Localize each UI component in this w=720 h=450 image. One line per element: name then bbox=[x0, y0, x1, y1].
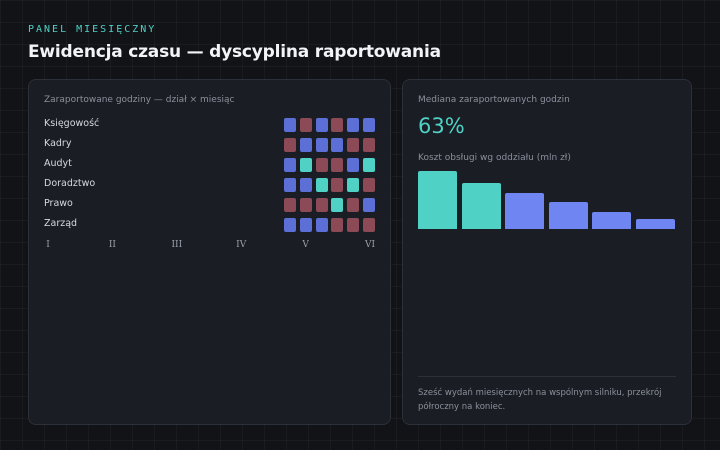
bar bbox=[418, 171, 457, 229]
heatmap-cell bbox=[331, 158, 344, 172]
bar-chart-title: Koszt obsługi wg oddziału (mln zł) bbox=[418, 153, 571, 163]
heatmap-cell bbox=[331, 178, 344, 192]
heatmap-cell bbox=[284, 118, 296, 132]
heatmap-row-label: Doradztwo bbox=[44, 178, 96, 189]
heatmap-cell bbox=[347, 138, 360, 152]
heatmap-row-label: Zarząd bbox=[44, 218, 78, 229]
heatmap-cell bbox=[299, 178, 312, 192]
bar bbox=[548, 202, 588, 229]
heatmap-cell bbox=[331, 218, 344, 232]
heatmap-cell bbox=[363, 178, 375, 192]
heatmap-cell bbox=[347, 178, 360, 192]
bar bbox=[636, 219, 675, 229]
heatmap-row-label: Księgowość bbox=[44, 118, 100, 129]
divider bbox=[418, 376, 676, 377]
heatmap-cell bbox=[347, 118, 360, 132]
heatmap-cell bbox=[315, 218, 328, 232]
heatmap-cell bbox=[363, 158, 375, 172]
heatmap-cell bbox=[315, 138, 328, 152]
heatmap-cell bbox=[284, 178, 296, 192]
bar bbox=[592, 211, 632, 229]
heatmap-cell bbox=[284, 158, 296, 172]
heatmap-cell bbox=[284, 198, 296, 212]
heatmap-row-label: Kadry bbox=[44, 138, 72, 149]
heatmap-cell bbox=[363, 138, 375, 152]
kpi-label: Mediana zaraportowanych godzin bbox=[418, 95, 570, 105]
heatmap-month-label: V bbox=[302, 240, 309, 250]
heatmap-cell bbox=[315, 198, 328, 212]
heatmap-cell bbox=[363, 198, 375, 212]
heatmap-cell bbox=[284, 138, 296, 152]
heatmap-cell bbox=[299, 138, 312, 152]
heatmap-cell bbox=[347, 218, 360, 232]
eyebrow-label: PANEL MIESIĘCZNY bbox=[28, 24, 157, 35]
heatmap-cell bbox=[347, 198, 360, 212]
heatmap-row-label: Audyt bbox=[44, 158, 72, 169]
heatmap-row-label: Prawo bbox=[44, 198, 73, 209]
heatmap-month-label: II bbox=[108, 240, 116, 250]
heatmap-cell bbox=[331, 198, 344, 212]
kpi-card: Mediana zaraportowanych godzin 63% Koszt… bbox=[402, 79, 692, 425]
heatmap-cell bbox=[299, 218, 312, 232]
heatmap-cell bbox=[331, 138, 344, 152]
heatmap-cell bbox=[363, 218, 375, 232]
heatmap-cell bbox=[315, 118, 328, 132]
heatmap-cell bbox=[299, 198, 312, 212]
heatmap-cell bbox=[315, 178, 328, 192]
heatmap-cell bbox=[347, 158, 360, 172]
page-title: Ewidencja czasu — dyscyplina raportowani… bbox=[28, 42, 441, 62]
heatmap-cell bbox=[299, 118, 312, 132]
kpi-value: 63% bbox=[418, 114, 465, 138]
footnote: Sześć wydań miesięcznych na wspólnym sil… bbox=[418, 388, 662, 412]
heatmap-month-label: I bbox=[46, 240, 50, 250]
heatmap-cell bbox=[363, 118, 375, 132]
heatmap-month-label: IV bbox=[236, 240, 247, 250]
heatmap-cell bbox=[331, 118, 344, 132]
heatmap-month-label: VI bbox=[364, 240, 376, 250]
heatmap-cell bbox=[299, 158, 312, 172]
heatmap-title: Zaraportowane godziny — dział × miesiąc bbox=[44, 95, 235, 105]
heatmap-card: Zaraportowane godziny — dział × miesiąc … bbox=[28, 79, 391, 425]
heatmap-month-label: III bbox=[171, 240, 183, 250]
bar bbox=[461, 182, 501, 229]
bar bbox=[505, 193, 545, 229]
heatmap-cell bbox=[284, 218, 296, 232]
heatmap-cell bbox=[315, 158, 328, 172]
